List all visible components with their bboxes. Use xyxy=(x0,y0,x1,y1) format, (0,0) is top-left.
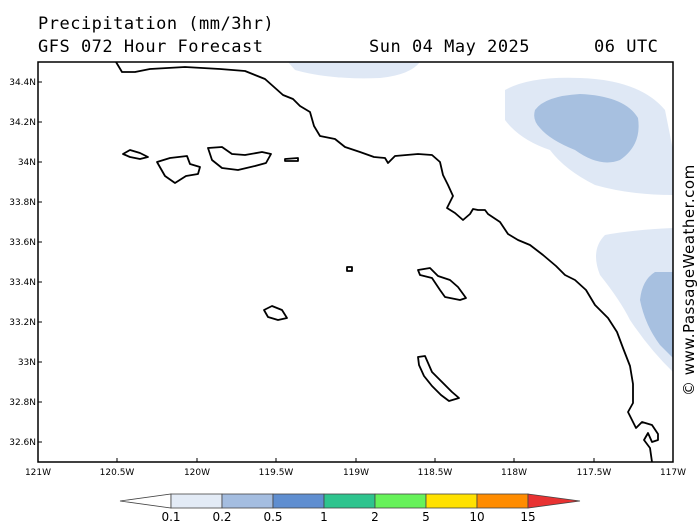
lon-tick-label: 120W xyxy=(184,468,210,478)
forecast-date: Sun 04 May 2025 xyxy=(369,37,531,57)
precip-area-north xyxy=(288,62,420,79)
colorbar-label: 0.2 xyxy=(212,510,231,524)
colorbar-label: 2 xyxy=(371,510,379,524)
forecast-time: 06 UTC xyxy=(594,37,659,57)
longitude-axis: 121W 120.5W 120W 119.5W 119W 118.5W 118W… xyxy=(25,458,686,478)
colorbar-swatch xyxy=(272,493,325,509)
lon-tick-label: 119W xyxy=(343,468,369,478)
santa-barbara-island xyxy=(346,266,353,272)
map-title: Precipitation (mm/3hr) xyxy=(38,14,275,34)
lat-tick-label: 34.4N xyxy=(9,78,36,88)
precip-area-southeast-mid xyxy=(640,272,673,358)
forecast-label: GFS 072 Hour Forecast xyxy=(38,37,264,57)
colorbar-label: 0.1 xyxy=(161,510,180,524)
lat-tick-label: 34.2N xyxy=(9,118,36,128)
lat-tick-label: 32.8N xyxy=(9,398,36,408)
colorbar-label: 0.5 xyxy=(263,510,282,524)
lat-tick-label: 34N xyxy=(18,158,36,168)
san-nicolas-island xyxy=(263,305,288,321)
lon-tick-label: 117W xyxy=(660,468,686,478)
lon-tick-label: 119.5W xyxy=(259,468,294,478)
colorbar-label: 15 xyxy=(520,510,535,524)
latitude-axis: 34.4N 34.2N 34N 33.8N 33.6N 33.4N 33.2N … xyxy=(9,78,42,448)
colorbar-label: 1 xyxy=(320,510,328,524)
credit-text: © www.PassageWeather.com xyxy=(680,164,698,396)
colorbar-swatch xyxy=(323,493,376,509)
colorbar-swatch xyxy=(476,493,529,509)
lon-tick-label: 120.5W xyxy=(100,468,135,478)
precip-area-east-mid xyxy=(534,94,639,163)
lon-tick-label: 118W xyxy=(501,468,527,478)
san-clemente-island xyxy=(417,355,460,402)
colorbar-swatch xyxy=(221,493,274,509)
precip-layer xyxy=(288,62,673,372)
colorbar-swatch xyxy=(119,493,172,509)
lon-tick-label: 121W xyxy=(25,468,51,478)
colorbar xyxy=(119,493,581,509)
colorbar-swatch xyxy=(527,493,581,509)
santa-rosa-island xyxy=(156,155,201,184)
colorbar-swatch xyxy=(425,493,478,509)
colorbar-label: 10 xyxy=(469,510,484,524)
colorbar-labels: 0.1 0.2 0.5 1 2 5 10 15 xyxy=(161,510,535,524)
precip-area-southeast-light xyxy=(596,228,673,372)
lat-tick-label: 33.4N xyxy=(9,278,36,288)
mainland-coastline xyxy=(115,61,659,463)
coastline-layer xyxy=(115,61,659,463)
lon-tick-label: 117.5W xyxy=(577,468,612,478)
colorbar-swatch xyxy=(374,493,427,509)
santa-catalina-island xyxy=(417,267,467,301)
santa-cruz-island xyxy=(207,146,272,171)
colorbar-swatch xyxy=(170,493,223,509)
lat-tick-label: 33.8N xyxy=(9,198,36,208)
lon-tick-label: 118.5W xyxy=(418,468,453,478)
lat-tick-label: 33.2N xyxy=(9,318,36,328)
colorbar-label: 5 xyxy=(422,510,430,524)
lat-tick-label: 33N xyxy=(18,358,36,368)
lat-tick-label: 32.6N xyxy=(9,438,36,448)
anacapa-island xyxy=(284,157,299,162)
san-miguel-island xyxy=(122,149,149,160)
lat-tick-label: 33.6N xyxy=(9,238,36,248)
